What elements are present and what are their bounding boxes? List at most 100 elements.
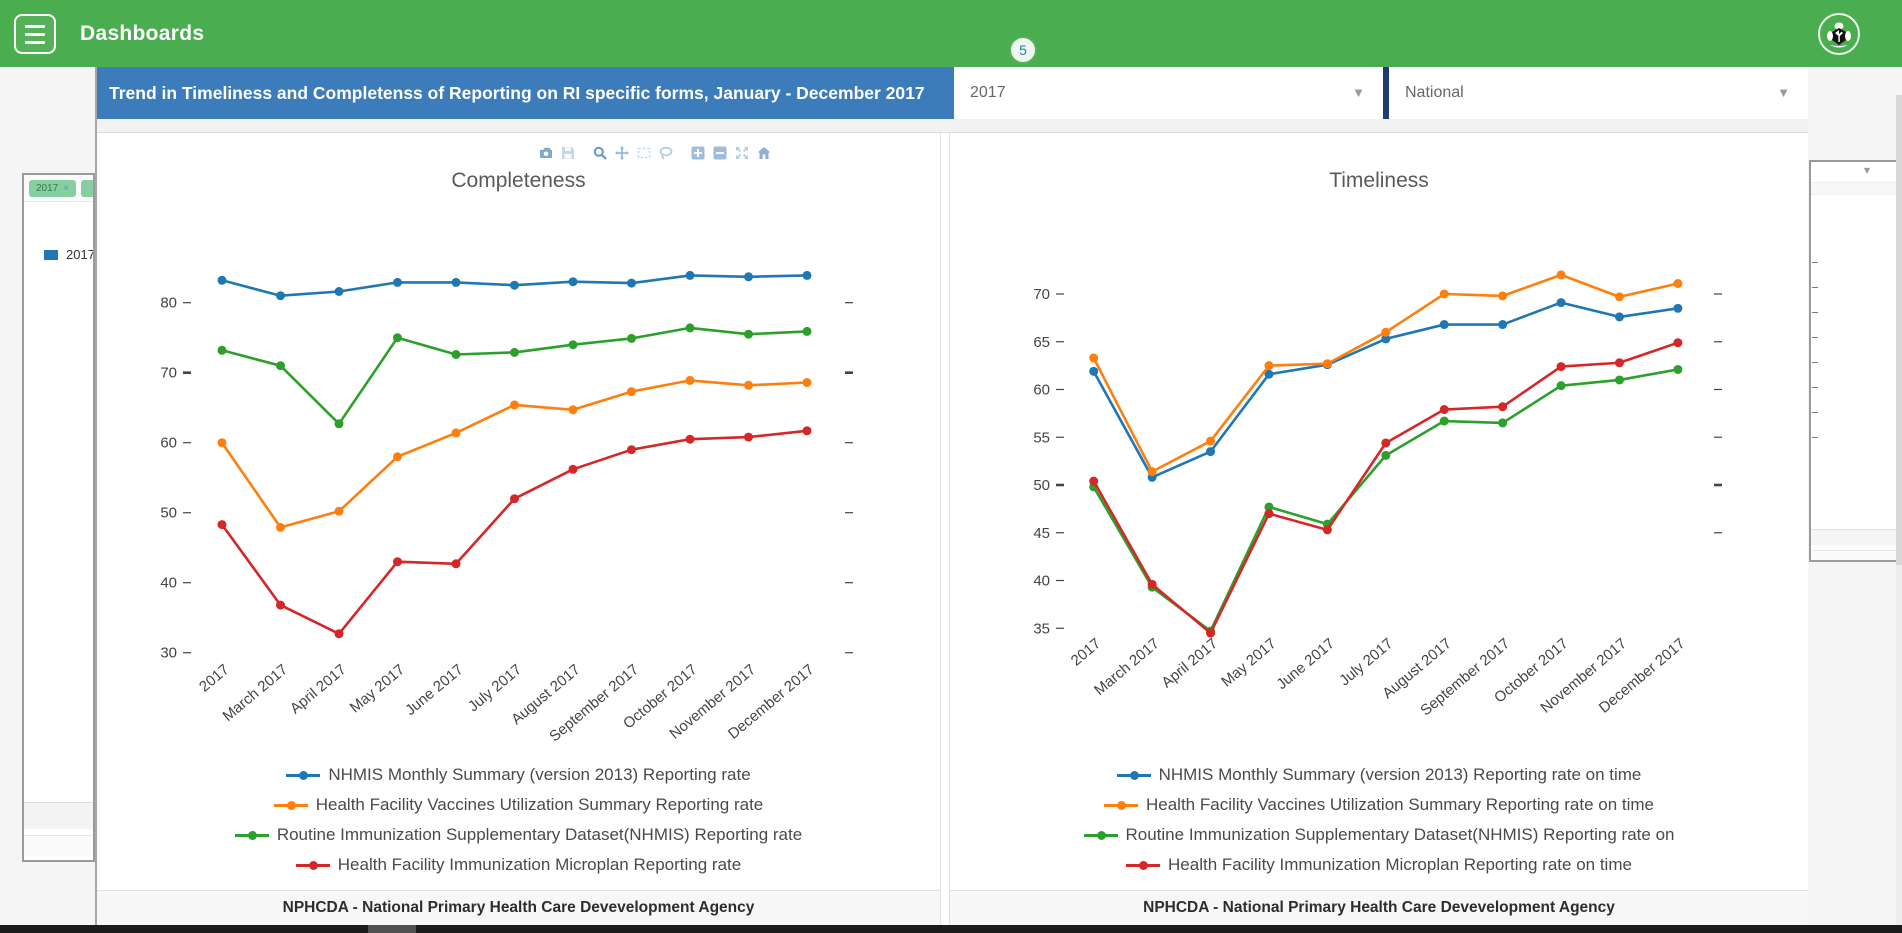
box-select-icon[interactable]	[636, 145, 652, 161]
svg-text:May 2017: May 2017	[1218, 635, 1279, 690]
chart-footer: NPHCDA - National Primary Health Care De…	[950, 890, 1808, 925]
chart-title-timeliness: Timeliness	[1329, 169, 1429, 192]
svg-text:June 2017: June 2017	[1273, 635, 1338, 693]
autoscale-icon[interactable]	[734, 145, 750, 161]
legend-item[interactable]: Routine Immunization Supplementary Datas…	[234, 825, 803, 845]
chevron-down-icon[interactable]: ▾	[1864, 163, 1871, 177]
legend-label: Routine Immunization Supplementary Datas…	[276, 825, 803, 844]
item-title-row: Trend in Timeliness and Completenss of R…	[97, 67, 1808, 119]
legend-line-marker	[273, 800, 308, 810]
legend-label: Health Facility Immunization Microplan R…	[1168, 855, 1632, 874]
reset-home-icon[interactable]	[756, 145, 772, 161]
completeness-legend: NHMIS Monthly Summary (version 2013) Rep…	[97, 765, 940, 875]
horizontal-scrollbar[interactable]	[0, 925, 1902, 933]
background-dashboard-item-left: 2017 × 2017	[22, 173, 95, 862]
svg-text:30: 30	[160, 645, 177, 662]
timeliness-legend: NHMIS Monthly Summary (version 2013) Rep…	[950, 765, 1808, 875]
background-legend-item: 2017	[44, 247, 93, 262]
background-panel-band	[24, 835, 93, 857]
background-panel-band	[24, 802, 93, 829]
legend-line-marker	[1104, 800, 1138, 810]
svg-text:65: 65	[1033, 334, 1050, 351]
legend-item[interactable]: Health Facility Immunization Microplan R…	[295, 855, 742, 875]
svg-text:70: 70	[160, 365, 177, 382]
filter-chip-2017[interactable]: 2017 ×	[29, 179, 77, 197]
lasso-select-icon[interactable]	[658, 145, 674, 161]
legend-swatch	[44, 249, 58, 260]
chart-title-completeness: Completeness	[451, 169, 586, 192]
dashboard-item-panel: Trend in Timeliness and Completenss of R…	[95, 67, 1808, 925]
item-toolbar-strip	[97, 119, 1808, 133]
svg-text:2017: 2017	[1068, 635, 1104, 669]
svg-text:2017: 2017	[196, 661, 232, 695]
coat-of-arms-icon	[1827, 22, 1851, 48]
orgunit-select[interactable]: National ▼	[1389, 67, 1808, 119]
svg-text:50: 50	[1033, 477, 1050, 494]
svg-text:April 2017: April 2017	[1158, 635, 1221, 691]
svg-text:March 2017: March 2017	[219, 661, 291, 725]
svg-text:70: 70	[1033, 286, 1050, 303]
svg-text:60: 60	[1033, 382, 1050, 399]
chevron-down-icon: ▼	[1777, 85, 1790, 100]
legend-item[interactable]: Health Facility Vaccines Utilization Sum…	[273, 795, 764, 815]
legend-item[interactable]: NHMIS Monthly Summary (version 2013) Rep…	[1116, 765, 1642, 785]
zoom-in-icon[interactable]	[690, 145, 706, 161]
legend-line-marker	[1116, 770, 1151, 780]
chevron-down-icon: ▼	[1352, 85, 1365, 100]
legend-line-marker	[286, 770, 321, 780]
orgunit-select-value: National	[1405, 84, 1464, 101]
legend-item[interactable]: NHMIS Monthly Summary (version 2013) Rep…	[286, 765, 751, 785]
svg-text:April 2017: April 2017	[287, 661, 350, 717]
background-panel-strip	[1811, 182, 1902, 195]
nigeria-coat-of-arms-logo	[1818, 13, 1860, 55]
svg-text:35: 35	[1033, 620, 1050, 637]
legend-label: Health Facility Vaccines Utilization Sum…	[1146, 795, 1654, 814]
legend-label: Health Facility Vaccines Utilization Sum…	[315, 795, 764, 814]
timeliness-chart-item: Timeliness 70 65 60 55 50 45 40 35 2017 March 201…	[950, 133, 1808, 925]
filter-chip-partial[interactable]	[81, 179, 93, 197]
period-select-value: 2017	[970, 84, 1006, 101]
period-select[interactable]: 2017 ▼	[954, 67, 1383, 119]
notification-count-badge[interactable]: 5	[1009, 36, 1037, 64]
legend-line-marker	[1083, 830, 1118, 840]
svg-text:June 2017: June 2017	[402, 661, 467, 719]
app-title: Dashboards	[80, 22, 205, 45]
legend-line-marker	[234, 830, 269, 840]
legend-label: Health Facility Immunization Microplan R…	[337, 855, 742, 874]
chip-close-icon[interactable]: ×	[63, 182, 70, 194]
legend-line-marker	[1126, 860, 1161, 870]
chart-items-divider	[940, 133, 950, 925]
svg-text:40: 40	[160, 575, 177, 592]
chart-footer: NPHCDA - National Primary Health Care De…	[97, 890, 940, 925]
vertical-scrollbar-thumb[interactable]	[1896, 95, 1902, 565]
legend-item[interactable]: Health Facility Immunization Microplan R…	[1126, 855, 1632, 875]
vertical-scrollbar[interactable]	[1896, 95, 1902, 925]
plotly-modebar	[538, 145, 782, 161]
svg-text:60: 60	[160, 435, 177, 452]
legend-item[interactable]: Health Facility Vaccines Utilization Sum…	[1104, 795, 1654, 815]
item-title: Trend in Timeliness and Completenss of R…	[97, 67, 954, 119]
background-panel-band	[1811, 529, 1902, 545]
svg-text:March 2017: March 2017	[1091, 635, 1163, 699]
svg-text:55: 55	[1033, 429, 1050, 446]
legend-label: NHMIS Monthly Summary (version 2013) Rep…	[1158, 765, 1642, 784]
zoom-out-icon[interactable]	[712, 145, 728, 161]
background-dashboard-item-right: ▾	[1809, 160, 1902, 562]
svg-text:45: 45	[1033, 525, 1050, 542]
zoom-icon[interactable]	[592, 145, 608, 161]
menu-hamburger-button[interactable]	[14, 14, 56, 54]
camera-icon[interactable]	[538, 145, 554, 161]
legend-label: NHMIS Monthly Summary (version 2013) Rep…	[328, 765, 751, 784]
svg-text:40: 40	[1033, 573, 1050, 590]
svg-text:July 2017: July 2017	[465, 661, 525, 715]
legend-label: Routine Immunization Supplementary Datas…	[1125, 825, 1675, 844]
legend-item[interactable]: Routine Immunization Supplementary Datas…	[1083, 825, 1675, 845]
horizontal-scrollbar-thumb[interactable]	[368, 925, 416, 933]
select-divider	[1383, 67, 1389, 119]
pan-icon[interactable]	[614, 145, 630, 161]
save-icon[interactable]	[560, 145, 576, 161]
svg-text:May 2017: May 2017	[347, 661, 408, 716]
